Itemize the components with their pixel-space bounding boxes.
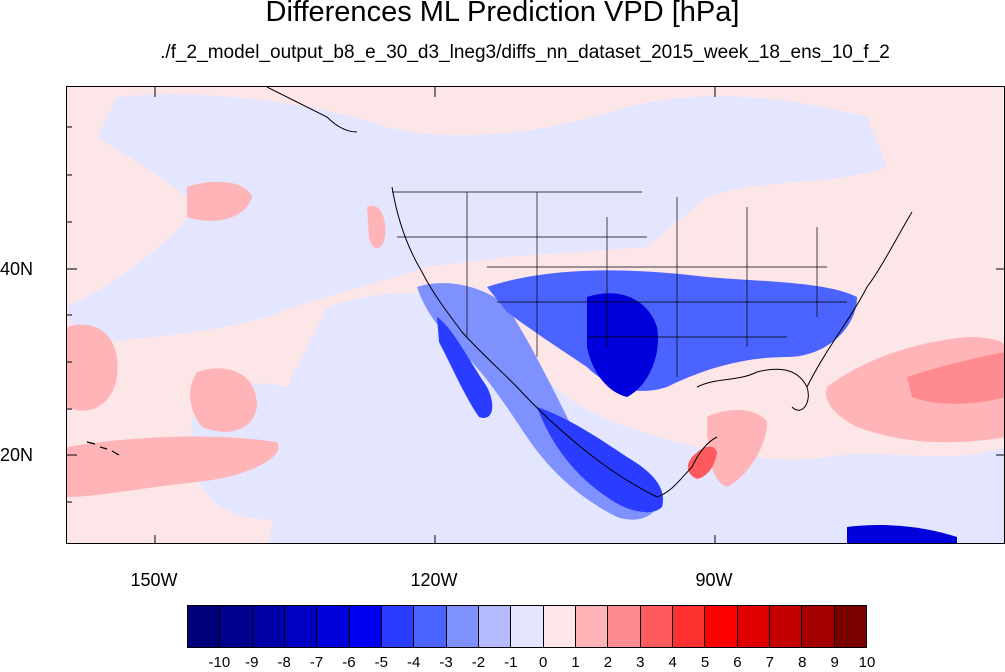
field-pink-pacific-4	[67, 436, 279, 497]
state-borders	[392, 191, 847, 377]
field-pink-pacific-5	[367, 205, 386, 249]
colorbar-swatch-0	[188, 606, 221, 647]
colorbar-swatch-12	[575, 606, 609, 647]
colorbar-swatch-11	[543, 606, 576, 647]
colorbar-label: 9	[830, 654, 839, 671]
map-panel	[66, 86, 1005, 544]
colorbar-label: 5	[700, 654, 710, 671]
colorbar-swatch-7	[414, 606, 447, 647]
colorbar-label: -6	[342, 654, 356, 671]
colorbar-swatch-17	[737, 606, 770, 647]
lon-label-120w: 120W	[410, 570, 458, 590]
colorbar-swatch-18	[769, 606, 803, 647]
field-light-blue-north	[67, 94, 887, 347]
colorbar-label: -10	[208, 654, 231, 671]
colorbar-swatch-19	[802, 606, 835, 647]
colorbar-label: -1	[504, 654, 518, 671]
colorbar-label: -9	[245, 654, 259, 671]
map-subtitle: ./f_2_model_output_b8_e_30_d3_lneg3/diff…	[160, 42, 890, 63]
hawaii	[86, 441, 120, 456]
map-field-svg	[67, 87, 1004, 543]
colorbar-swatch-8	[446, 606, 479, 647]
colorbar-label: 6	[733, 654, 742, 671]
colorbar-label: -3	[439, 654, 453, 671]
field-blue-plains	[487, 270, 857, 391]
colorbar-label: -8	[277, 654, 291, 671]
colorbar-swatch-2	[252, 606, 285, 647]
colorbar-swatch-9	[478, 606, 512, 647]
field-blue-texas	[587, 293, 658, 397]
alaska-coast	[266, 87, 358, 133]
colorbar-label: 10	[858, 654, 876, 671]
colorbar-label: 0	[539, 654, 548, 671]
colorbar-swatch-4	[317, 606, 350, 647]
colorbar-label: 2	[603, 654, 613, 671]
colorbar-swatch-13	[608, 606, 641, 647]
lat-label-20n: 20N	[0, 445, 34, 465]
colorbar-label: -7	[309, 654, 324, 671]
field-blue-caribbean	[847, 525, 957, 543]
field-blue-mexico	[537, 407, 663, 513]
colorbar-swatch-10	[511, 606, 544, 647]
colorbar-label: 7	[765, 654, 775, 671]
colorbar-label: 3	[636, 654, 645, 671]
colorbar-swatch-15	[672, 606, 706, 647]
field-pink-atlantic-core	[907, 352, 1004, 404]
lat-label-40n: 40N	[0, 259, 34, 279]
coastline-north-america	[391, 186, 913, 498]
field-pink-pacific-3	[190, 368, 257, 432]
colorbar-label: 1	[571, 654, 580, 671]
colorbar	[187, 605, 867, 648]
axis-ticks	[67, 87, 1004, 543]
colorbar-label: 8	[798, 654, 807, 671]
colorbar-label: -5	[374, 654, 388, 671]
colorbar-swatch-14	[640, 606, 673, 647]
colorbar-label: -2	[471, 654, 486, 671]
field-pink-pacific-1	[187, 181, 252, 221]
field-red-yucatan	[687, 446, 717, 479]
colorbar-label: 4	[668, 654, 677, 671]
colorbar-swatch-16	[705, 606, 738, 647]
colorbar-swatch-1	[220, 606, 253, 647]
field-pink-gulf	[707, 410, 767, 487]
field-pink-pacific-2	[67, 324, 118, 411]
colorbar-swatch-5	[349, 606, 382, 647]
colorbar-swatch-20	[834, 606, 866, 647]
lon-label-150w: 150W	[130, 570, 178, 590]
field-blue-baja	[437, 317, 493, 418]
colorbar-swatch-3	[284, 606, 318, 647]
colorbar-label: -4	[406, 654, 421, 671]
colorbar-swatch-6	[381, 606, 415, 647]
lon-label-90w: 90W	[695, 570, 733, 590]
map-title: Differences ML Prediction VPD [hPa]	[265, 0, 740, 28]
